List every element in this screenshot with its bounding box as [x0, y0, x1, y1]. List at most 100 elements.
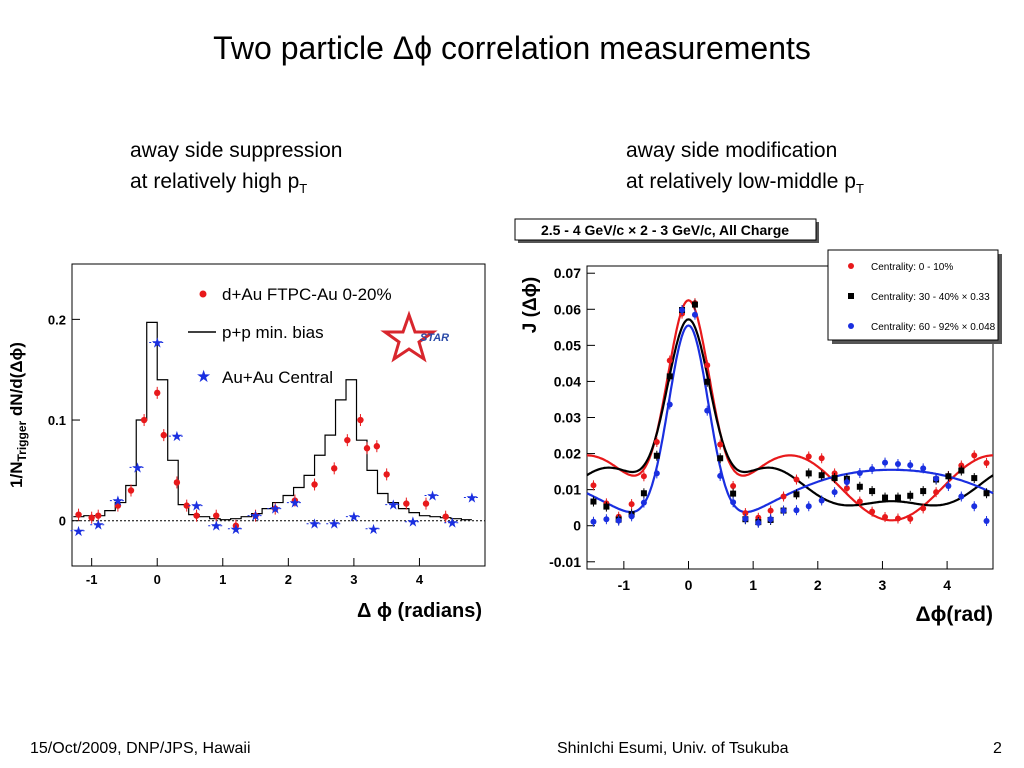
auau-point: ★: [72, 523, 85, 539]
x-tick-label: 3: [879, 577, 887, 593]
dau-point: [383, 471, 390, 478]
mid-central-point: [907, 492, 914, 499]
x-tick-label: 2: [285, 572, 292, 587]
central-point: [653, 439, 660, 446]
dau-point: [154, 389, 161, 397]
dau-point: [311, 481, 318, 488]
auau-point: ★: [131, 459, 144, 475]
dau-point: [75, 511, 82, 518]
right-chart-header-text: 2.5 - 4 GeV/c × 2 - 3 GeV/c, All Charge: [541, 222, 789, 238]
auau-point: ★: [92, 517, 105, 533]
central-point: [818, 455, 825, 462]
left-subheading-line1: away side suppression: [130, 139, 343, 162]
x-tick-label: 4: [943, 577, 951, 593]
mid-central-point: [971, 475, 978, 482]
central-point: [767, 507, 774, 514]
central-point: [730, 483, 737, 490]
right-chart: 2.5 - 4 GeV/c × 2 - 3 GeV/c, All Charge …: [514, 218, 1002, 626]
central-point: [717, 441, 724, 448]
x-tick-label: 4: [416, 572, 424, 587]
dau-point: [95, 512, 102, 519]
peripheral-point: [691, 311, 698, 318]
peripheral-point: [920, 465, 927, 472]
central-point: [793, 476, 800, 483]
right-legend-box: [827, 249, 999, 341]
central-point: [780, 493, 787, 500]
peripheral-point: [869, 466, 876, 473]
mid-central-point: [831, 475, 838, 482]
central-point: [958, 462, 965, 469]
central-point: [805, 453, 812, 460]
central-point: [882, 514, 889, 521]
legend-mid-marker: [848, 293, 854, 299]
central-point: [920, 505, 927, 512]
auau-point: ★: [328, 516, 341, 532]
auau-point: ★: [112, 493, 125, 509]
peripheral-point: [704, 407, 711, 414]
legend-auau-marker: ★: [196, 367, 211, 386]
mid-central-point: [640, 490, 647, 497]
central-point: [742, 510, 749, 517]
mid-central-point: [958, 467, 965, 474]
y-tick-label: 0.03: [554, 410, 581, 426]
central-point: [983, 459, 990, 466]
right-subheading-line2-text: at relatively low-middle p: [626, 170, 856, 193]
right-subheading-line1: away side modification: [626, 139, 838, 162]
mid-central-point: [730, 490, 737, 497]
star-logo: STAR: [380, 310, 449, 363]
dau-point: [363, 445, 371, 452]
right-chart-header-box: [514, 218, 817, 241]
peripheral-point: [843, 479, 850, 486]
mid-central-point: [590, 498, 597, 505]
left-chart-frame: [71, 263, 486, 567]
x-tick-label: 1: [219, 572, 226, 587]
left-chart-ylabel: 1/NTrigger dN/d(Δϕ): [7, 342, 29, 488]
central-point: [856, 498, 863, 505]
peripheral-point: [793, 507, 800, 514]
central-point: [590, 482, 597, 489]
peripheral-point: [628, 513, 635, 520]
auau-point: ★: [171, 428, 184, 444]
dau-point: [114, 502, 122, 509]
peripheral-point: [805, 503, 812, 510]
legend-central-marker: [848, 263, 854, 269]
star-logo-text: STAR: [420, 332, 449, 344]
legend-central-label: Centrality: 0 - 10%: [871, 262, 953, 273]
mid-central-point: [793, 491, 800, 498]
peripheral-point: [653, 470, 660, 477]
dau-point: [140, 416, 148, 424]
mid-central-point: [717, 455, 724, 462]
mid-central-point: [818, 472, 825, 479]
peripheral-point: [742, 515, 749, 522]
peripheral-point: [907, 462, 914, 469]
auau-point: ★: [446, 515, 459, 531]
dau-point: [403, 500, 410, 507]
mid-central-point: [691, 301, 698, 308]
auau-point: ★: [426, 488, 439, 504]
auau-point: ★: [269, 501, 282, 517]
right-chart-axes: -1 0 1 2 3 4 -0.01 0 0.01 0.02 0.03 0.04 0.05 0.06 0.0…: [549, 265, 951, 593]
auau-point: ★: [387, 497, 400, 513]
left-subheading: away side suppression at relatively high…: [130, 135, 342, 204]
auau-point: ★: [151, 335, 164, 351]
dau-point: [422, 500, 430, 507]
peripheral-point: [894, 461, 901, 468]
slide-title: Two particle Δϕ correlation measurements: [213, 30, 811, 66]
dau-point: [442, 513, 449, 520]
fit-curve: [586, 324, 994, 514]
y-tick-label: 0.05: [554, 337, 581, 353]
left-chart-legend: d+Au FTPC-Au 0-20% p+p min. bias ★ Au+Au…: [188, 285, 392, 387]
central-point: [907, 515, 914, 522]
right-subheading-subscript: T: [855, 181, 864, 197]
mid-central-point: [869, 488, 876, 495]
peripheral-point: [971, 503, 978, 510]
x-tick-label: 0: [685, 577, 693, 593]
right-chart-ylabel: J (Δϕ): [520, 277, 541, 333]
mid-central-point: [666, 373, 673, 380]
y-tick-label: 0.06: [554, 301, 581, 317]
dau-point: [331, 465, 338, 472]
right-chart-legend: Centrality: 0 - 10% Centrality: 30 - 40%…: [827, 249, 1002, 344]
peripheral-point: [679, 307, 686, 314]
dau-point: [213, 512, 220, 519]
dau-point: [344, 436, 351, 444]
